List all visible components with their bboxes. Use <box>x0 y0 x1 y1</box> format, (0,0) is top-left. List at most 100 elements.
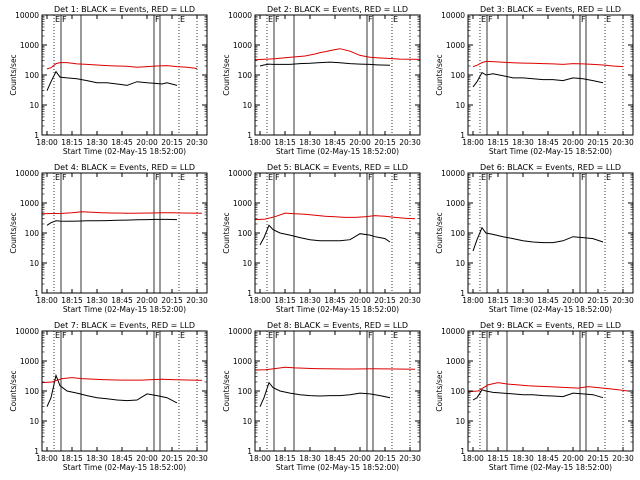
x-tick-label: 20:15 <box>374 296 396 305</box>
y-tick-label: 1 <box>247 447 252 456</box>
y-tick-label: 1000 <box>446 41 465 50</box>
y-tick-label: 100 <box>25 229 40 238</box>
y-tick-label: 10000 <box>441 327 465 336</box>
flag-label: F <box>275 15 280 24</box>
x-tick-label: 18:15 <box>274 454 296 463</box>
panel-title: Det 2: BLACK = Events, RED = LLD <box>267 5 408 14</box>
x-axis-label: Start Time (02-May-15 18:52:00) <box>63 463 186 472</box>
lld-series-line <box>254 48 421 61</box>
y-tick-label: 1000 <box>446 199 465 208</box>
x-tick-label: 20:00 <box>562 138 584 147</box>
y-axis-label: Counts/sec <box>222 212 231 253</box>
lld-series-line <box>472 60 624 68</box>
flag-label: F <box>368 331 373 340</box>
plot-frame <box>41 14 208 136</box>
flag-label: E <box>268 331 273 340</box>
x-tick-label: 18:00 <box>462 296 484 305</box>
x-tick-label: 18:00 <box>462 454 484 463</box>
y-tick-label: 10 <box>29 417 39 426</box>
x-tick-label: 18:15 <box>487 454 509 463</box>
lld-series-line <box>41 211 203 215</box>
y-tick-label: 10 <box>455 101 465 110</box>
x-tick-label: 18:45 <box>537 454 559 463</box>
x-tick-label: 18:15 <box>274 296 296 305</box>
x-tick-label: 20:30 <box>399 138 421 147</box>
lld-series-line <box>254 366 416 371</box>
events-series-line <box>259 61 391 67</box>
flag-label: E <box>268 173 273 182</box>
x-tick-label: 18:30 <box>299 454 321 463</box>
flag-label: F <box>275 173 280 182</box>
plot-frame <box>467 172 634 294</box>
x-axis-label: Start Time (02-May-15 18:52:00) <box>489 463 612 472</box>
x-tick-label: 18:45 <box>537 296 559 305</box>
flag-label: F <box>488 331 493 340</box>
x-tick-label: 20:15 <box>374 454 396 463</box>
y-axis-label: Counts/sec <box>222 54 231 95</box>
y-tick-label: 100 <box>238 387 253 396</box>
flag-label: F <box>581 15 586 24</box>
x-tick-label: 18:30 <box>512 454 534 463</box>
x-tick-label: 20:30 <box>612 454 634 463</box>
x-tick-label: 18:45 <box>324 296 346 305</box>
y-axis-label: Counts/sec <box>435 54 444 95</box>
flag-label: F <box>155 173 160 182</box>
y-tick-label: 1 <box>460 447 465 456</box>
panel-title: Det 6: BLACK = Events, RED = LLD <box>480 163 621 172</box>
flag-label: E <box>268 15 273 24</box>
y-tick-label: 10 <box>455 259 465 268</box>
events-series-line <box>472 226 604 252</box>
events-series-line <box>46 218 178 226</box>
y-tick-label: 1 <box>34 447 39 456</box>
y-tick-label: 100 <box>451 387 466 396</box>
panel-title: Det 4: BLACK = Events, RED = LLD <box>54 163 195 172</box>
y-axis-label: Counts/sec <box>435 370 444 411</box>
y-tick-label: 10 <box>29 101 39 110</box>
x-tick-label: 20:15 <box>161 454 183 463</box>
x-tick-label: 20:30 <box>612 296 634 305</box>
events-series-line <box>259 224 391 246</box>
x-tick-label: 20:15 <box>161 296 183 305</box>
flag-label: E <box>55 173 60 182</box>
x-tick-label: 18:00 <box>36 454 58 463</box>
plot-frame <box>467 330 634 452</box>
panel-title: Det 5: BLACK = Events, RED = LLD <box>267 163 408 172</box>
x-axis-label: Start Time (02-May-15 18:52:00) <box>276 147 399 156</box>
flag-label: F <box>155 15 160 24</box>
y-tick-label: 10000 <box>228 169 252 178</box>
plot-frame <box>254 14 421 136</box>
x-tick-label: 20:15 <box>374 138 396 147</box>
y-tick-label: 10000 <box>441 169 465 178</box>
y-tick-label: 10000 <box>15 11 39 20</box>
y-tick-label: 1 <box>460 131 465 140</box>
x-tick-label: 18:00 <box>36 296 58 305</box>
x-tick-label: 18:00 <box>36 138 58 147</box>
x-tick-label: 20:30 <box>186 296 208 305</box>
events-series-line <box>46 70 178 91</box>
x-tick-label: 18:15 <box>61 296 83 305</box>
x-tick-label: 18:00 <box>249 296 271 305</box>
x-tick-label: 20:30 <box>186 454 208 463</box>
flag-label: E <box>481 173 486 182</box>
x-tick-label: 18:15 <box>61 454 83 463</box>
panel-title: Det 3: BLACK = Events, RED = LLD <box>480 5 621 14</box>
y-tick-label: 10000 <box>228 11 252 20</box>
y-tick-label: 1000 <box>20 199 39 208</box>
y-tick-label: 1000 <box>446 357 465 366</box>
x-tick-label: 18:30 <box>512 138 534 147</box>
x-tick-label: 18:15 <box>61 138 83 147</box>
x-tick-label: 18:45 <box>324 138 346 147</box>
y-tick-label: 1 <box>247 131 252 140</box>
flag-label: E <box>393 331 398 340</box>
x-tick-label: 20:00 <box>562 296 584 305</box>
x-tick-label: 20:00 <box>349 138 371 147</box>
flag-label: F <box>62 173 67 182</box>
y-tick-label: 100 <box>451 229 466 238</box>
x-tick-label: 18:30 <box>86 138 108 147</box>
flag-label: F <box>62 15 67 24</box>
y-axis-label: Counts/sec <box>9 370 18 411</box>
x-tick-label: 20:30 <box>186 138 208 147</box>
panel-title: Det 1: BLACK = Events, RED = LLD <box>54 5 195 14</box>
